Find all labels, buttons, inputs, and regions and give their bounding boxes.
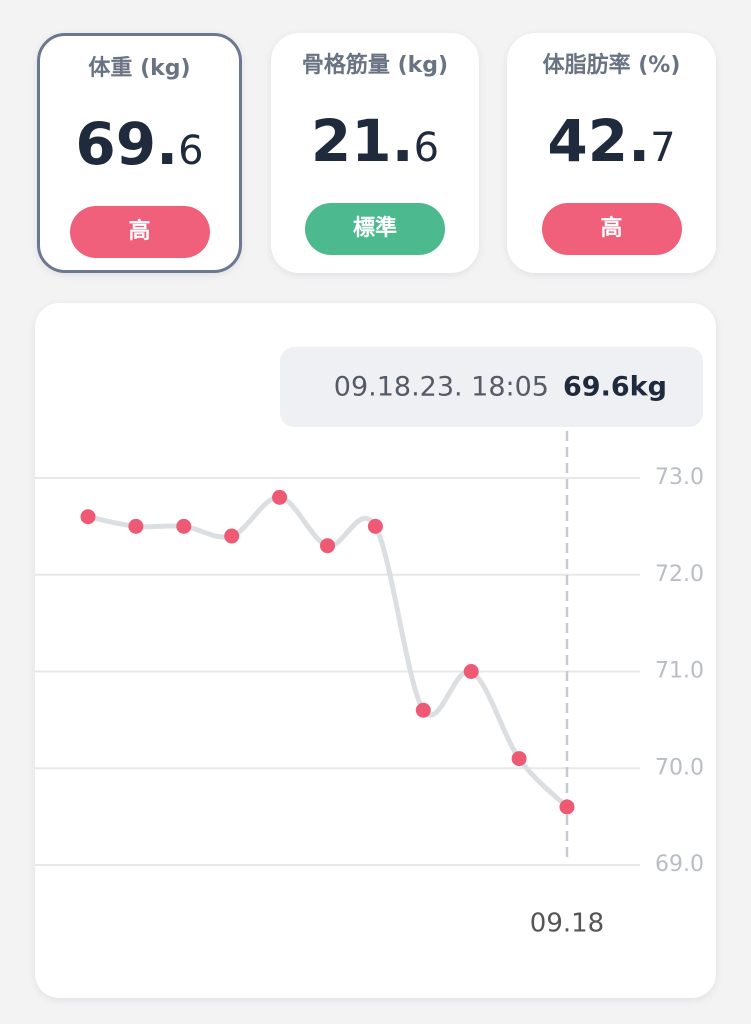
metric-card[interactable]: 体脂肪率 (%) 42.7 高 [507, 33, 716, 273]
card-title: 体重 (kg) [88, 56, 191, 81]
data-point [128, 518, 144, 534]
card-value: 42.7 [507, 107, 716, 177]
tooltip-box [280, 347, 703, 427]
data-point [367, 518, 383, 534]
status-badge: 高 [69, 206, 210, 258]
y-tick-label: 70.0 [655, 755, 704, 780]
data-point [559, 799, 575, 815]
card-value: 21.6 [271, 107, 479, 177]
status-badge: 高 [541, 203, 682, 255]
data-point [463, 664, 479, 679]
metric-card[interactable]: 骨格筋量 (kg) 21.6 標準 [271, 33, 479, 273]
card-value: 69.6 [40, 110, 239, 180]
data-point [224, 528, 240, 544]
data-point [511, 751, 527, 767]
data-point [320, 538, 335, 554]
y-tick-label: 71.0 [655, 659, 704, 684]
value-decimal: 6 [178, 128, 204, 174]
value-decimal: 7 [650, 125, 676, 171]
metric-card[interactable]: 体重 (kg) 69.6 高 [37, 33, 242, 273]
data-point [80, 509, 96, 525]
value-decimal: 6 [413, 125, 440, 171]
tooltip-date: 09.18.23. 18:05 [334, 372, 549, 403]
y-tick-label: 73.0 [655, 465, 704, 490]
chart: 69.0 70.0 71.0 72.0 73.0 09.18 09.18.23. 18:05… [35, 347, 704, 939]
data-point [176, 518, 192, 534]
value-main: 21. [310, 107, 414, 175]
value-main: 42. [547, 107, 651, 175]
card-title: 骨格筋量 (kg) [301, 53, 449, 78]
chart-card: 69.0 70.0 71.0 72.0 73.0 09.18 09.18.23. 18:05… [35, 303, 716, 998]
y-tick-label: 72.0 [655, 562, 704, 587]
data-point [272, 489, 288, 505]
value-main: 69. [75, 110, 179, 178]
data-point [415, 702, 431, 718]
card-title: 体脂肪率 (%) [542, 53, 681, 78]
x-tick-label: 09.18 [530, 909, 604, 939]
status-badge: 標準 [305, 203, 445, 255]
tooltip-value: 69.6kg [563, 372, 667, 403]
y-tick-label: 69.0 [655, 852, 704, 877]
